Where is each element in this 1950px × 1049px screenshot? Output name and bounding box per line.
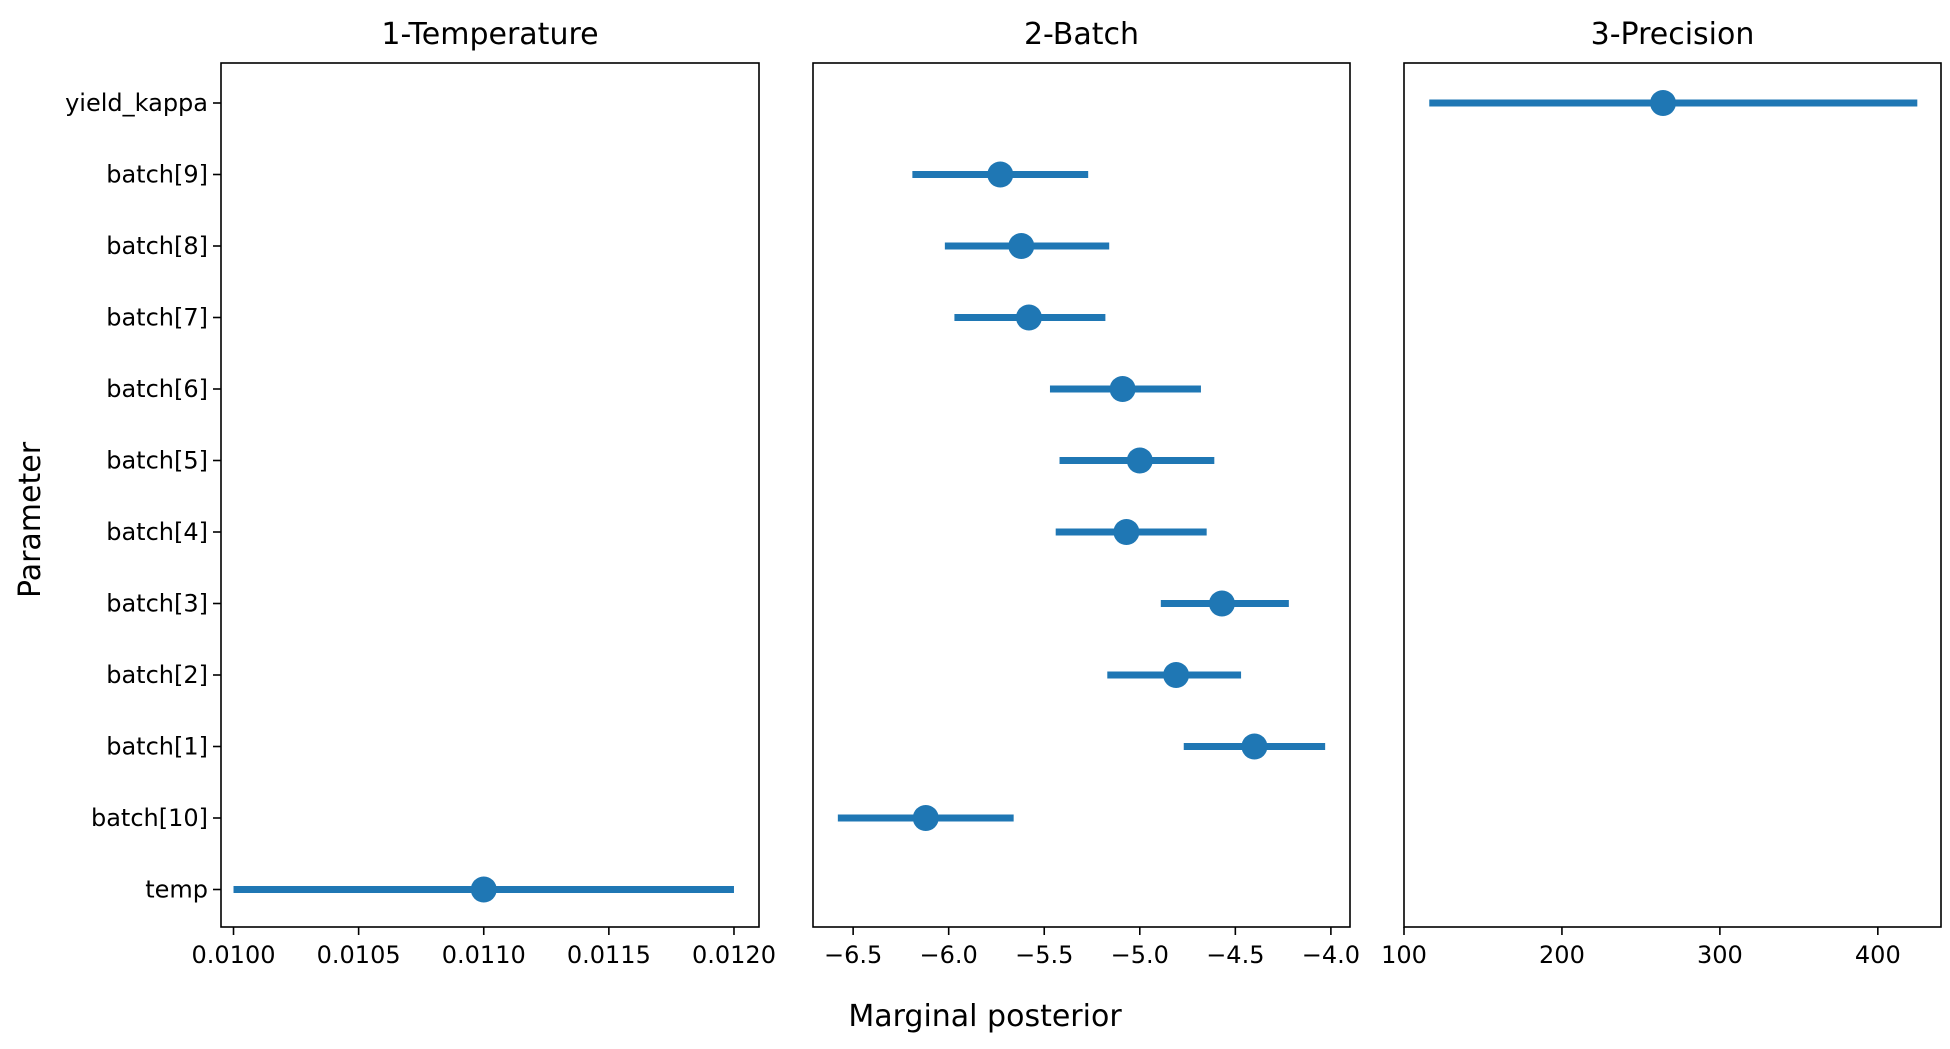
mean-point [1109, 376, 1136, 402]
mean-point [1126, 447, 1153, 474]
x-tick-label: 300 [1697, 941, 1743, 969]
x-tick-label: 0.0100 [192, 941, 276, 969]
panels: yield_kappa batch[9] batch[8] batch[7] batch… [65, 17, 1942, 969]
x-tick-label: −4.0 [1302, 941, 1360, 969]
panel-title: 1-Temperature [381, 17, 598, 52]
mean-point [1113, 519, 1140, 545]
panel-frame [220, 62, 760, 928]
x-tick-label: −5.5 [1015, 941, 1073, 969]
mean-point [470, 876, 497, 903]
y-axis: yield_kappa batch[9] batch[8] batch[7] batch… [65, 89, 221, 904]
panel-title: 3-Precision [1591, 17, 1755, 52]
y-tick-label: batch[7] [106, 304, 208, 332]
y-tick-label: batch[2] [106, 661, 208, 689]
x-tick-label: 0.0105 [317, 941, 401, 969]
y-tick-label: batch[3] [106, 590, 208, 618]
y-tick-label: batch[1] [106, 733, 208, 761]
y-tick-label: batch[10] [91, 804, 208, 832]
panel-3: 3-Precision 100 200 300 400 [1381, 17, 1942, 969]
x-tick-label: 100 [1381, 941, 1427, 969]
y-tick-label: batch[4] [106, 518, 208, 546]
y-axis-label: Parameter [13, 441, 48, 598]
panel-2: 2-Batch −6.5 −6.0 −5.5 −5.0 −4.5 −4.0 [812, 17, 1360, 969]
mean-point [987, 161, 1014, 188]
panel-title: 2-Batch [1024, 17, 1139, 52]
mean-point [912, 805, 939, 831]
mean-point [1208, 590, 1235, 617]
mean-point [1650, 90, 1677, 116]
y-tick-label: yield_kappa [65, 89, 208, 117]
y-tick-label: batch[5] [106, 447, 208, 475]
x-tick-label: −4.5 [1206, 941, 1264, 969]
y-tick-label: batch[8] [106, 232, 208, 260]
x-tick-label: 0.0120 [692, 941, 776, 969]
mean-point [1163, 662, 1190, 688]
x-tick-label: 400 [1855, 941, 1901, 969]
x-tick-label: 0.0110 [442, 941, 526, 969]
x-tick-label: 200 [1539, 941, 1585, 969]
panel-1: 1-Temperature 0.0100 0.0105 0.0110 0.0115 0.0… [192, 17, 776, 969]
panel-frame [1403, 62, 1942, 928]
y-tick-label: temp [145, 876, 208, 904]
x-axis-label: Marginal posterior [848, 999, 1122, 1034]
y-tick-label: batch[6] [106, 375, 208, 403]
mean-point [1241, 733, 1268, 760]
x-tick-label: 0.0115 [567, 941, 651, 969]
panel-frame [812, 62, 1351, 928]
x-tick-label: −5.0 [1111, 941, 1169, 969]
mean-point [1008, 233, 1035, 259]
x-tick-label: −6.0 [920, 941, 978, 969]
y-tick-label: batch[9] [106, 161, 208, 189]
mean-point [1015, 304, 1042, 331]
x-tick-label: −6.5 [824, 941, 882, 969]
